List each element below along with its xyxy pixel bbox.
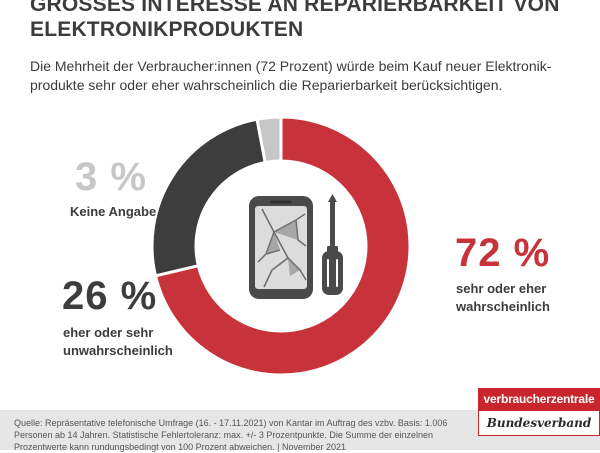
label-unwahrscheinlich: eher oder sehr unwahrscheinlich (63, 324, 173, 360)
subtitle-line-1: Die Mehrheit der Verbraucher:innen (72 P… (30, 58, 552, 74)
footer: Quelle: Repräsentative telefonische Umfr… (0, 410, 600, 453)
source-line-1: Quelle: Repräsentative telefonische Umfr… (14, 418, 448, 428)
donut-slice-0 (153, 115, 412, 377)
title-line-1: GROSSES INTERESSE AN REPARIERBARKEIT VON (30, 0, 560, 16)
source-line-2: Personen ab 14 Jahren. Statistische Fehl… (14, 430, 433, 440)
pct-wahrscheinlich: 72 % (455, 231, 551, 275)
title-line-2: ELEKTRONIKPRODUKTEN (30, 18, 304, 41)
label-unwahrscheinlich-line-2: unwahrscheinlich (63, 343, 173, 358)
label-wahrscheinlich: sehr oder eher wahrscheinlich (456, 280, 550, 316)
donut-slices (150, 115, 412, 377)
smartphone-broken-screen-icon (249, 196, 313, 299)
source-note: Quelle: Repräsentative telefonische Umfr… (14, 417, 454, 453)
pct-unwahrscheinlich: 26 % (62, 274, 158, 318)
donut-chart (150, 115, 412, 377)
label-wahrscheinlich-line-1: sehr oder eher (456, 281, 547, 296)
title: GROSSES INTERESSE AN REPARIERBARKEIT VON… (30, 0, 590, 42)
screwdriver-icon (322, 194, 343, 295)
source-line-3: Prozentwerte kann rundungsbedingt von 10… (14, 442, 347, 452)
pct-keine-angabe: 3 % (75, 155, 147, 199)
donut-slice-1 (150, 117, 267, 278)
donut-slice-2 (255, 115, 283, 165)
logo-subline: Bundesverband (478, 410, 600, 436)
subtitle-line-2: produkte sehr oder eher wahrscheinlich d… (30, 77, 503, 93)
vzbv-logo: verbraucherzentrale Bundesverband (478, 388, 600, 440)
label-keine-angabe: Keine Angabe (70, 204, 157, 219)
logo-wordmark: verbraucherzentrale (478, 388, 600, 410)
label-unwahrscheinlich-line-1: eher oder sehr (63, 325, 154, 340)
label-wahrscheinlich-line-2: wahrscheinlich (456, 299, 550, 314)
subtitle: Die Mehrheit der Verbraucher:innen (72 P… (30, 57, 580, 95)
